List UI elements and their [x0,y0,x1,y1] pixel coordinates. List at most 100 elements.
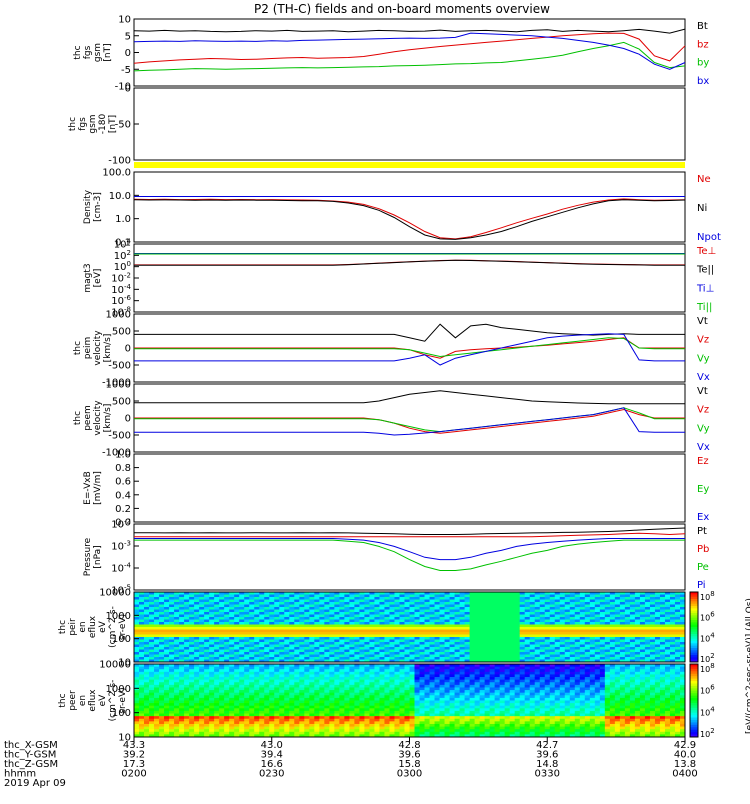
legend-entry: Ne [697,174,711,185]
ytick-label: 10000 [99,588,131,599]
ytick-label: -5 [121,65,131,76]
ylabel-line: [nT] [103,43,113,61]
ytick-label: 1000 [106,310,131,321]
legend-entry: Pe [697,562,709,573]
ytick-label: 0 [125,48,131,59]
ytick-label: 500 [112,327,131,338]
ytick-label: 0 [125,414,131,425]
ytick-label: 1.0 [115,450,131,461]
panel-frame [134,172,685,242]
ytick-label: 0 [125,84,131,95]
panel-3: 10410210010-210-410-610-8magt3[eV]Te⊥Te|… [83,238,716,319]
colorbar-tick: 102 [700,727,715,739]
ytick-label: 1000 [106,380,131,391]
mode-bar [134,162,685,168]
ylabel-line: thc [73,341,83,355]
ylabel-line: thc [73,411,83,425]
ytick-label: 0.6 [115,477,131,488]
ylabel-line: eflux [88,689,98,712]
ytick-label: 5 [125,31,131,42]
ytick-label: 1.0 [115,214,131,225]
ytick-label: 0 [125,344,131,355]
legend-entry: bx [697,76,709,87]
ylabel-line: (cm^2-s- [108,680,118,722]
ytick-label: 10.0 [109,191,131,202]
legend-entry: Ez [697,456,709,467]
legend-entry: Te⊥ [696,246,716,257]
ylabel-line: [km/s] [103,334,113,363]
legend-entry: Pb [697,544,709,555]
legend-entry: Vt [697,316,708,327]
colorbars: 108106104102108106104102[eV/(cm^2-sec-sr… [690,590,750,739]
ylabel-line: eV [98,620,108,633]
ylabel-line: peer [68,690,78,711]
ytick-label: 10000 [99,660,131,671]
colorbar-tick: 108 [700,590,715,602]
ylabel-line: fgs [83,45,93,59]
series-line-2 [134,540,685,570]
footer-value: 0200 [121,769,146,780]
ylabel-line: eflux [88,615,98,638]
ytick-label: 0.8 [115,463,131,474]
ylabel-line: [mV/m] [93,471,103,505]
ylabel-line: peir [68,618,78,636]
footer-ephemeris: 43.339.217.3020043.039.416.6023042.839.6… [4,737,698,789]
series-line-2 [134,42,685,71]
colorbar-label: [eV/(cm^2-sec-sr-eV)] (All Qs) [745,598,750,734]
footer-value: 0330 [535,769,560,780]
colorbar-tick: 106 [700,684,715,696]
ylabel-line: en [78,695,88,706]
heatmap-cells [134,664,685,737]
panel-frame [134,19,685,86]
ylabel-line: magt3 [83,263,93,292]
legend-entry: by [697,58,709,69]
ylabel-line: peem [83,405,93,431]
ytick-label: 10 [118,15,131,26]
ylabel-line: Pressure [83,537,93,576]
legend-entry: Te|| [696,265,714,276]
ylabel-line: thc [58,620,68,634]
ylabel-line: velocity [93,330,103,366]
series-line-1 [134,200,685,240]
ylabel-line: thc [73,45,83,59]
ylabel-line: fgs [78,117,88,131]
legend-entry: Ti⊥ [696,283,714,294]
ylabel-line: peim [83,337,93,360]
series-line-0 [134,391,685,404]
ytick-label: 10-2 [111,518,131,531]
legend-entry: Bt [697,21,708,32]
ylabel-line: gsm [88,114,98,133]
legend-entry: Vz [697,335,709,346]
legend-entry: Vx [697,442,710,453]
legend-entry: Ey [697,484,709,495]
legend-entry: Pi [697,580,706,591]
legend-entry: Npot [697,232,721,243]
series-line-0 [134,528,685,535]
ylabel-line: velocity [93,400,103,436]
panel-frame [134,454,685,522]
ylabel-line: Density [83,189,93,224]
footer-value: 0300 [397,769,422,780]
legend-entry: Vy [697,423,710,434]
series-line-0 [134,29,685,33]
legend-entry: Ti|| [696,302,712,313]
colorbar-tick: 104 [700,631,715,643]
ylabel-line: (cm^2-s- [108,606,118,648]
ylabel-line: thc [68,117,78,131]
legend-entry: Vt [697,386,708,397]
series-line-0 [134,199,685,239]
series-line-3 [134,408,685,435]
ylabel-line: en [78,621,88,632]
